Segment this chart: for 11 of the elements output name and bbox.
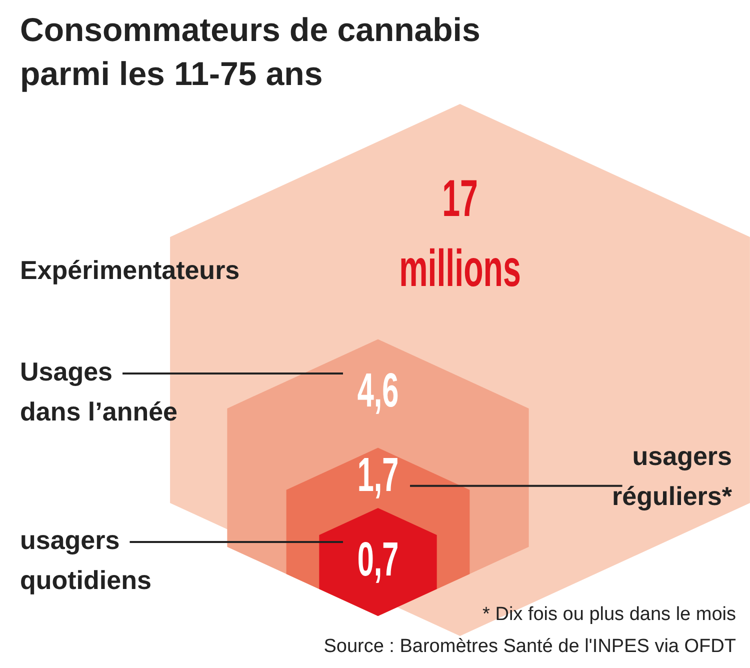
text: Consommateurs de cannabis parmi les 11-75 ans [20, 10, 482, 94]
category-label: usagers quotidiens [20, 525, 152, 596]
data-label: 1,7 [357, 449, 399, 502]
data-label: 0,7 [357, 533, 399, 586]
category-label: usagers réguliers* [612, 441, 733, 512]
source-note: Source : Baromètres Santé de l'INPES via OFDT [324, 636, 736, 658]
text: * Dix fois ou plus dans le mois [482, 604, 736, 626]
data-label: 4,6 [357, 364, 399, 418]
data-label: 17 millions [399, 170, 521, 298]
category-label: Usages dans l’année [20, 356, 178, 427]
category-label: Expérimentateurs [20, 254, 240, 285]
